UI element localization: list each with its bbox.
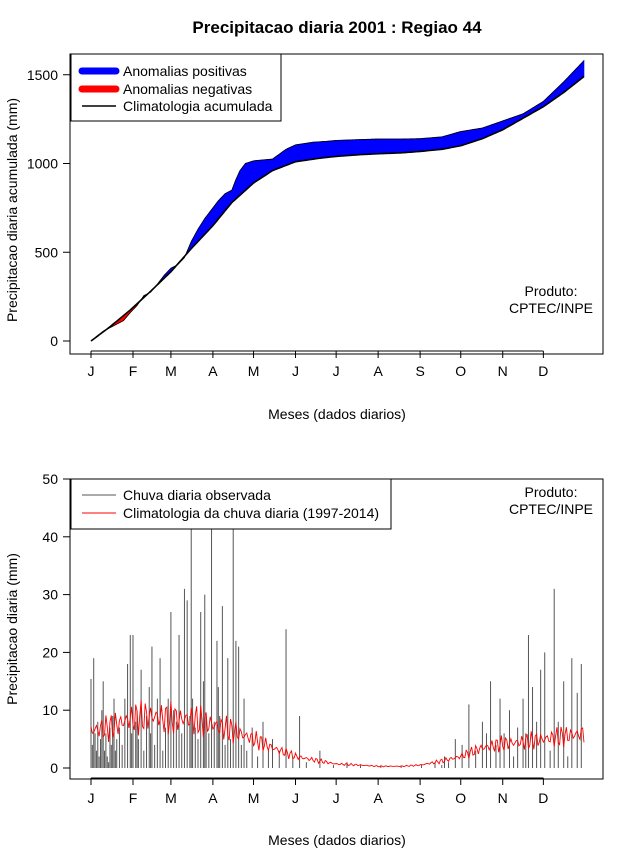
top-x-tick-label: A (373, 363, 383, 379)
y-axis: 0 10 20 30 40 50 (42, 471, 71, 776)
bottom-x-tick-label: J (292, 790, 299, 806)
top-y-tick-label: 500 (35, 244, 59, 260)
negative-anomaly-area (105, 254, 187, 331)
top-y-tick-label: 1500 (27, 67, 58, 83)
legend-label-positive: Anomalias positivas (123, 63, 247, 79)
y-axis-label: Precipitacao diaria (mm) (4, 553, 20, 705)
bottom-y-tick-label: 40 (42, 529, 58, 545)
y-axis-label: Precipitacao diaria acumulada (mm) (4, 98, 20, 322)
y-axis: 0 500 1000 1500 (27, 67, 71, 349)
bottom-x-tick-label: N (498, 790, 508, 806)
product-source: CPTEC/INPE (509, 300, 593, 316)
bottom-x-tick-label: M (165, 790, 177, 806)
chart-title: Precipitacao diaria 2001 : Regiao 44 (192, 18, 482, 37)
bottom-x-tick-label: A (208, 790, 218, 806)
top-x-tick-label: D (538, 363, 548, 379)
bottom-y-tick-label: 30 (42, 587, 58, 603)
top-x-tick-label: N (498, 363, 508, 379)
bottom-y-tick-label: 20 (42, 644, 58, 660)
top-x-tick-label: A (208, 363, 218, 379)
bottom-x-tick-label: F (129, 790, 138, 806)
bottom-y-tick-label: 50 (42, 471, 58, 487)
product-source: CPTEC/INPE (509, 501, 593, 517)
legend-label-climatology: Climatologia acumulada (123, 98, 273, 114)
legend-box (70, 478, 392, 530)
x-axis-label: Meses (dados diarios) (268, 406, 406, 422)
legend-label-negative: Anomalias negativas (123, 81, 252, 97)
bottom-y-tick-label: 10 (42, 702, 58, 718)
bottom-x-tick-label: D (538, 790, 548, 806)
product-label: Produto: (525, 484, 578, 500)
legend: Chuva diaria observada Climatologia da c… (70, 478, 392, 530)
top-x-tick-label: J (292, 363, 299, 379)
bottom-x-tick-label: A (373, 790, 383, 806)
top-x-tick-label: S (415, 363, 424, 379)
bottom-x-tick-label: O (455, 790, 466, 806)
bottom-x-tick-label: J (88, 790, 95, 806)
bottom-x-tick-label: S (415, 790, 424, 806)
top-x-tick-label: F (129, 363, 138, 379)
top-x-tick-label: M (248, 363, 260, 379)
bottom-x-tick-label: M (248, 790, 260, 806)
legend: Anomalias positivas Anomalias negativas … (70, 53, 282, 122)
legend-box (70, 53, 282, 122)
top-y-tick-label: 1000 (27, 156, 58, 172)
daily-chart: 0 10 20 30 40 50 J F M A M J J A S O N D Meses (dados di… (4, 471, 604, 848)
legend-label-observed: Chuva diaria observada (123, 487, 271, 503)
legend-label-climatology: Climatologia da chuva diaria (1997-2014) (123, 505, 379, 521)
top-y-tick-label: 0 (50, 333, 58, 349)
top-x-tick-label: J (88, 363, 95, 379)
x-axis-label: Meses (dados diarios) (268, 832, 406, 848)
observed-accumulated-line (90, 60, 585, 342)
accumulated-chart: 0 500 1000 1500 J F M A M J J A S O N D Meses (dados d… (4, 53, 604, 422)
top-x-tick-label: M (165, 363, 177, 379)
observed-bars (90, 507, 582, 768)
climatology-accumulated-line (90, 75, 585, 342)
product-label: Produto: (525, 283, 578, 299)
climatology-daily-line (90, 700, 585, 768)
bottom-y-tick-label: 0 (50, 760, 58, 776)
top-x-tick-label: O (455, 363, 466, 379)
top-x-tick-label: J (333, 363, 340, 379)
bottom-x-tick-label: J (333, 790, 340, 806)
